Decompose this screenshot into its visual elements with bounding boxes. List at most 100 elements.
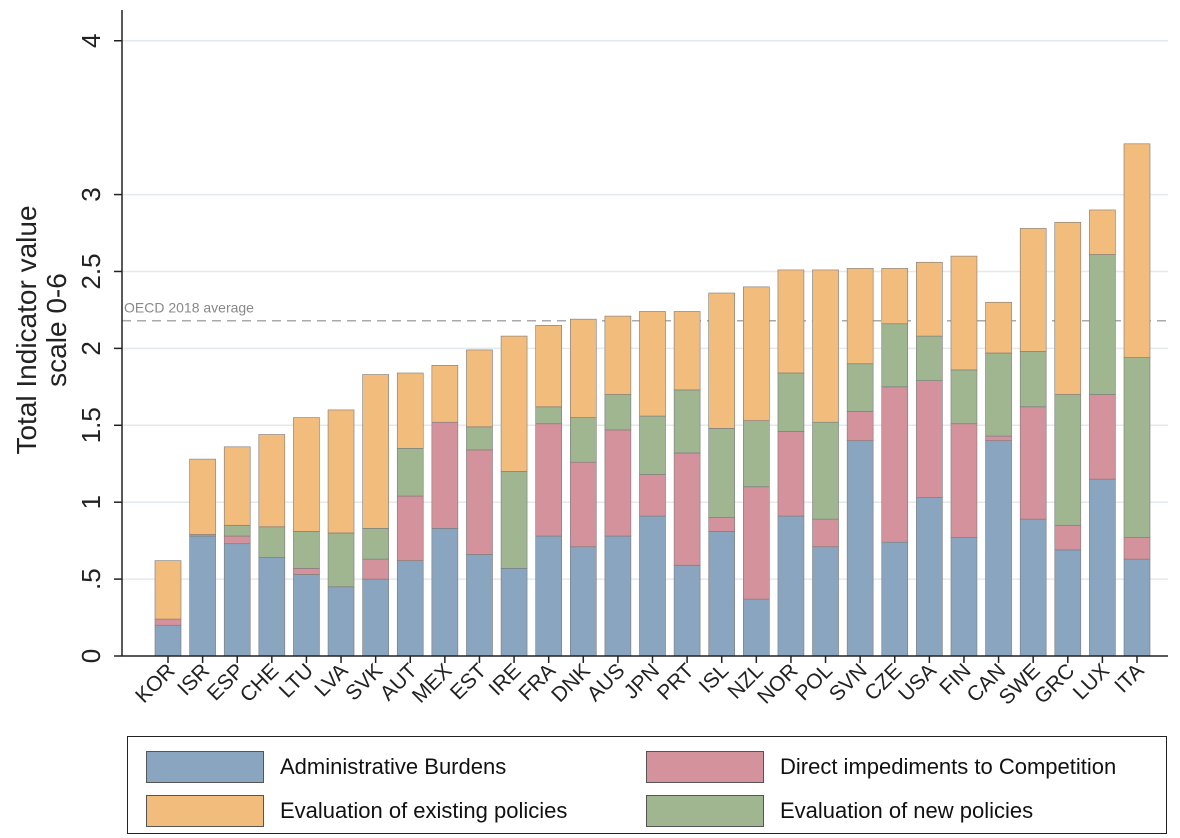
bar-segment-fra-0	[535, 535, 562, 657]
bar-segment-jpn-0	[639, 515, 666, 657]
bar-segment-swe-0	[1019, 518, 1047, 657]
bar-segment-fin-2	[950, 369, 978, 425]
bar-segment-ita-1	[1123, 537, 1151, 560]
legend-item-evaluation-existing: Evaluation of existing policies	[146, 795, 567, 827]
x-tick-label-svn: SVN	[825, 659, 872, 706]
y-axis-label-line-2: scale 0-6	[41, 273, 72, 387]
y-tick-label: 0	[76, 649, 106, 663]
bar-segment-mex-3	[431, 364, 459, 423]
bar-segment-che-0	[258, 557, 286, 657]
bar-segment-dnk-2	[569, 417, 597, 463]
bar-segment-jpn-3	[639, 311, 666, 417]
bar-segment-nor-0	[777, 515, 805, 657]
bar-segment-nor-3	[777, 269, 805, 374]
bar-segment-fin-0	[950, 537, 978, 657]
bar-segment-cze-1	[881, 386, 909, 543]
bar-segment-svk-2	[362, 528, 389, 560]
y-tick-label: .5	[76, 568, 106, 590]
x-tick-label-svk: SVK	[341, 659, 387, 705]
bar-segment-fin-1	[950, 423, 978, 538]
bar-segment-isl-3	[708, 292, 736, 429]
bar-segment-ita-2	[1123, 357, 1151, 538]
bar-segment-prt-2	[673, 389, 701, 454]
bar-chart: OECD 2018 average 0 .5 1 1.5 2 2.5 3 4 KORISRES…	[11, 10, 1168, 709]
bar-segment-nzl-0	[743, 598, 770, 657]
bars-group	[154, 143, 1151, 657]
bar-segment-ltu-1	[293, 568, 320, 575]
bar-segment-swe-3	[1019, 228, 1047, 352]
bar-segment-cze-3	[881, 268, 909, 325]
x-tick-label-jpn: JPN	[620, 659, 664, 703]
bar-segment-ire-2	[500, 471, 528, 569]
y-ticks-group: 0 .5 1 1.5 2 2.5 3 4	[76, 34, 122, 663]
bar-segment-esp-2	[223, 524, 251, 537]
bar-segment-prt-1	[673, 452, 701, 566]
bar-segment-esp-3	[223, 446, 251, 526]
bar-segment-usa-2	[916, 335, 943, 381]
x-tick-label-esp: ESP	[203, 659, 249, 705]
x-tick-label-pol: POL	[791, 659, 837, 705]
bar-segment-svk-3	[362, 374, 389, 529]
bar-segment-ltu-2	[293, 531, 320, 569]
bar-segment-swe-1	[1019, 406, 1047, 520]
legend-item-evaluation-new: Evaluation of new policies	[646, 795, 1033, 827]
bar-segment-grc-1	[1054, 524, 1082, 551]
bar-segment-che-2	[258, 526, 286, 558]
bar-segment-aut-2	[396, 448, 424, 497]
x-tick-label-est: EST	[446, 659, 491, 704]
x-tick-label-ltu: LTU	[275, 659, 318, 702]
y-axis-label-line-1: Total Indicator value	[11, 205, 42, 454]
legend-label: Administrative Burdens	[280, 754, 507, 779]
bar-segment-aus-2	[604, 394, 632, 431]
bar-segment-aut-0	[396, 560, 424, 657]
x-tick-label-che: CHE	[236, 659, 284, 707]
bar-segment-lux-3	[1089, 209, 1116, 255]
legend-item-administrative-burdens: Administrative Burdens	[146, 751, 506, 783]
bar-segment-svk-0	[362, 578, 389, 657]
x-tick-label-lux: LUX	[1069, 659, 1114, 704]
bar-segment-est-0	[466, 554, 493, 657]
bar-segment-dnk-3	[569, 318, 597, 418]
y-tick-label: 3	[76, 187, 106, 201]
bar-segment-cze-2	[881, 323, 909, 388]
bar-segment-nor-2	[777, 372, 805, 432]
bar-segment-lux-0	[1089, 478, 1116, 657]
bar-segment-kor-3	[154, 560, 182, 620]
axes-group	[121, 10, 1168, 657]
bar-segment-che-3	[258, 434, 286, 528]
bar-segment-svn-1	[846, 411, 874, 441]
legend-label: Evaluation of new policies	[780, 798, 1034, 823]
bar-segment-esp-0	[223, 543, 251, 657]
bar-segment-dnk-1	[569, 461, 597, 548]
bar-segment-svn-3	[846, 268, 874, 365]
bar-segment-est-3	[466, 349, 493, 428]
bar-segment-can-3	[985, 301, 1012, 354]
bar-segment-nor-1	[777, 431, 805, 517]
bar-segment-mex-1	[431, 421, 459, 529]
x-tick-label-dnk: DNK	[547, 659, 595, 707]
bar-segment-usa-3	[916, 261, 943, 337]
bar-segment-svk-1	[362, 558, 389, 580]
x-tick-label-prt: PRT	[653, 659, 699, 705]
bar-segment-mex-0	[431, 528, 459, 657]
bar-segment-est-2	[466, 426, 493, 451]
legend-swatch-evaluation-existing	[146, 795, 264, 827]
bar-segment-nzl-3	[743, 286, 770, 421]
bar-segment-can-2	[985, 352, 1012, 437]
legend-label: Evaluation of existing policies	[280, 798, 568, 823]
x-tick-label-usa: USA	[894, 659, 941, 706]
bar-segment-kor-1	[154, 618, 182, 626]
y-tick-label: 1	[76, 495, 106, 509]
reference-line-label: OECD 2018 average	[124, 300, 254, 316]
bar-segment-aut-1	[396, 495, 424, 561]
bar-segment-isl-0	[708, 531, 736, 657]
x-ticks-group: KORISRESPCHELTULVASVKAUTMEXESTIREFRADNKA…	[131, 656, 1149, 709]
bar-segment-isl-2	[708, 428, 736, 518]
bar-segment-isr-3	[189, 458, 216, 535]
bar-segment-lva-3	[327, 409, 355, 534]
bar-segment-aus-3	[604, 315, 632, 395]
x-tick-label-aus: AUS	[583, 659, 630, 706]
bar-segment-ire-3	[500, 335, 528, 472]
bar-segment-fin-3	[950, 255, 978, 371]
legend-label: Direct impediments to Competition	[780, 754, 1117, 779]
